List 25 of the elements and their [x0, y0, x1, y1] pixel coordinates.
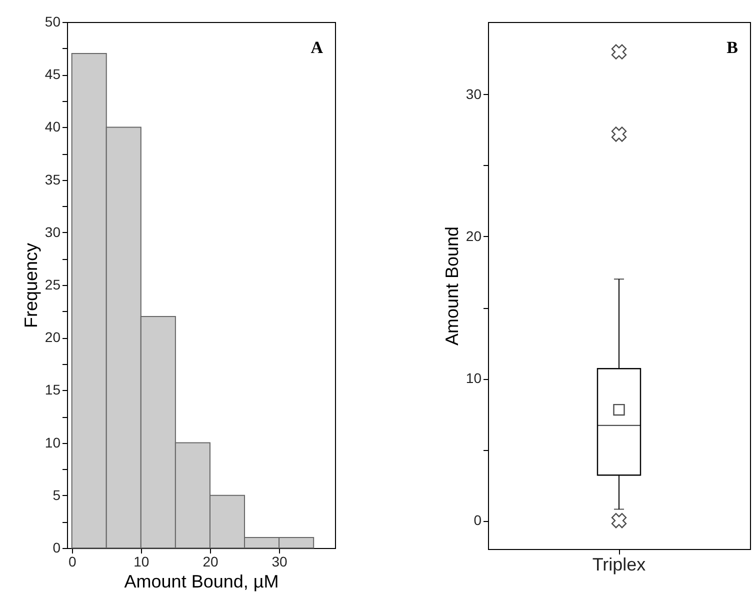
y-tick-label: 40	[44, 118, 61, 135]
y-tick-label: 10	[466, 370, 482, 386]
y-tick-label: 35	[44, 171, 61, 188]
x-tick-label: 0	[68, 554, 76, 570]
y-tick-label: 30	[466, 86, 482, 102]
y-tick-label: 25	[44, 276, 61, 292]
x-tick-label: 10	[134, 554, 150, 570]
y-tick-label: 15	[44, 382, 61, 398]
x-axis-title: Amount Bound, µM	[124, 572, 279, 592]
y-tick-label: 10	[44, 434, 61, 450]
x-tick-label: Triplex	[592, 554, 646, 574]
y-tick-label: 45	[44, 66, 61, 82]
y-tick-label: 20	[44, 329, 61, 346]
annotation: A	[310, 38, 324, 57]
y-tick-label: 0	[52, 540, 61, 556]
y-tick-label: 5	[52, 486, 61, 503]
y-tick-label: 20	[466, 228, 482, 244]
y-axis-title: Amount Bound	[442, 226, 462, 346]
annotation: B	[726, 38, 738, 57]
y-tick-label: 30	[44, 224, 61, 240]
y-axis-title: Frequency	[20, 242, 41, 328]
y-tick-label: 50	[44, 14, 61, 30]
y-tick-label: 0	[474, 512, 482, 528]
x-tick-label: 30	[272, 554, 288, 570]
x-tick-label: 20	[202, 554, 218, 570]
